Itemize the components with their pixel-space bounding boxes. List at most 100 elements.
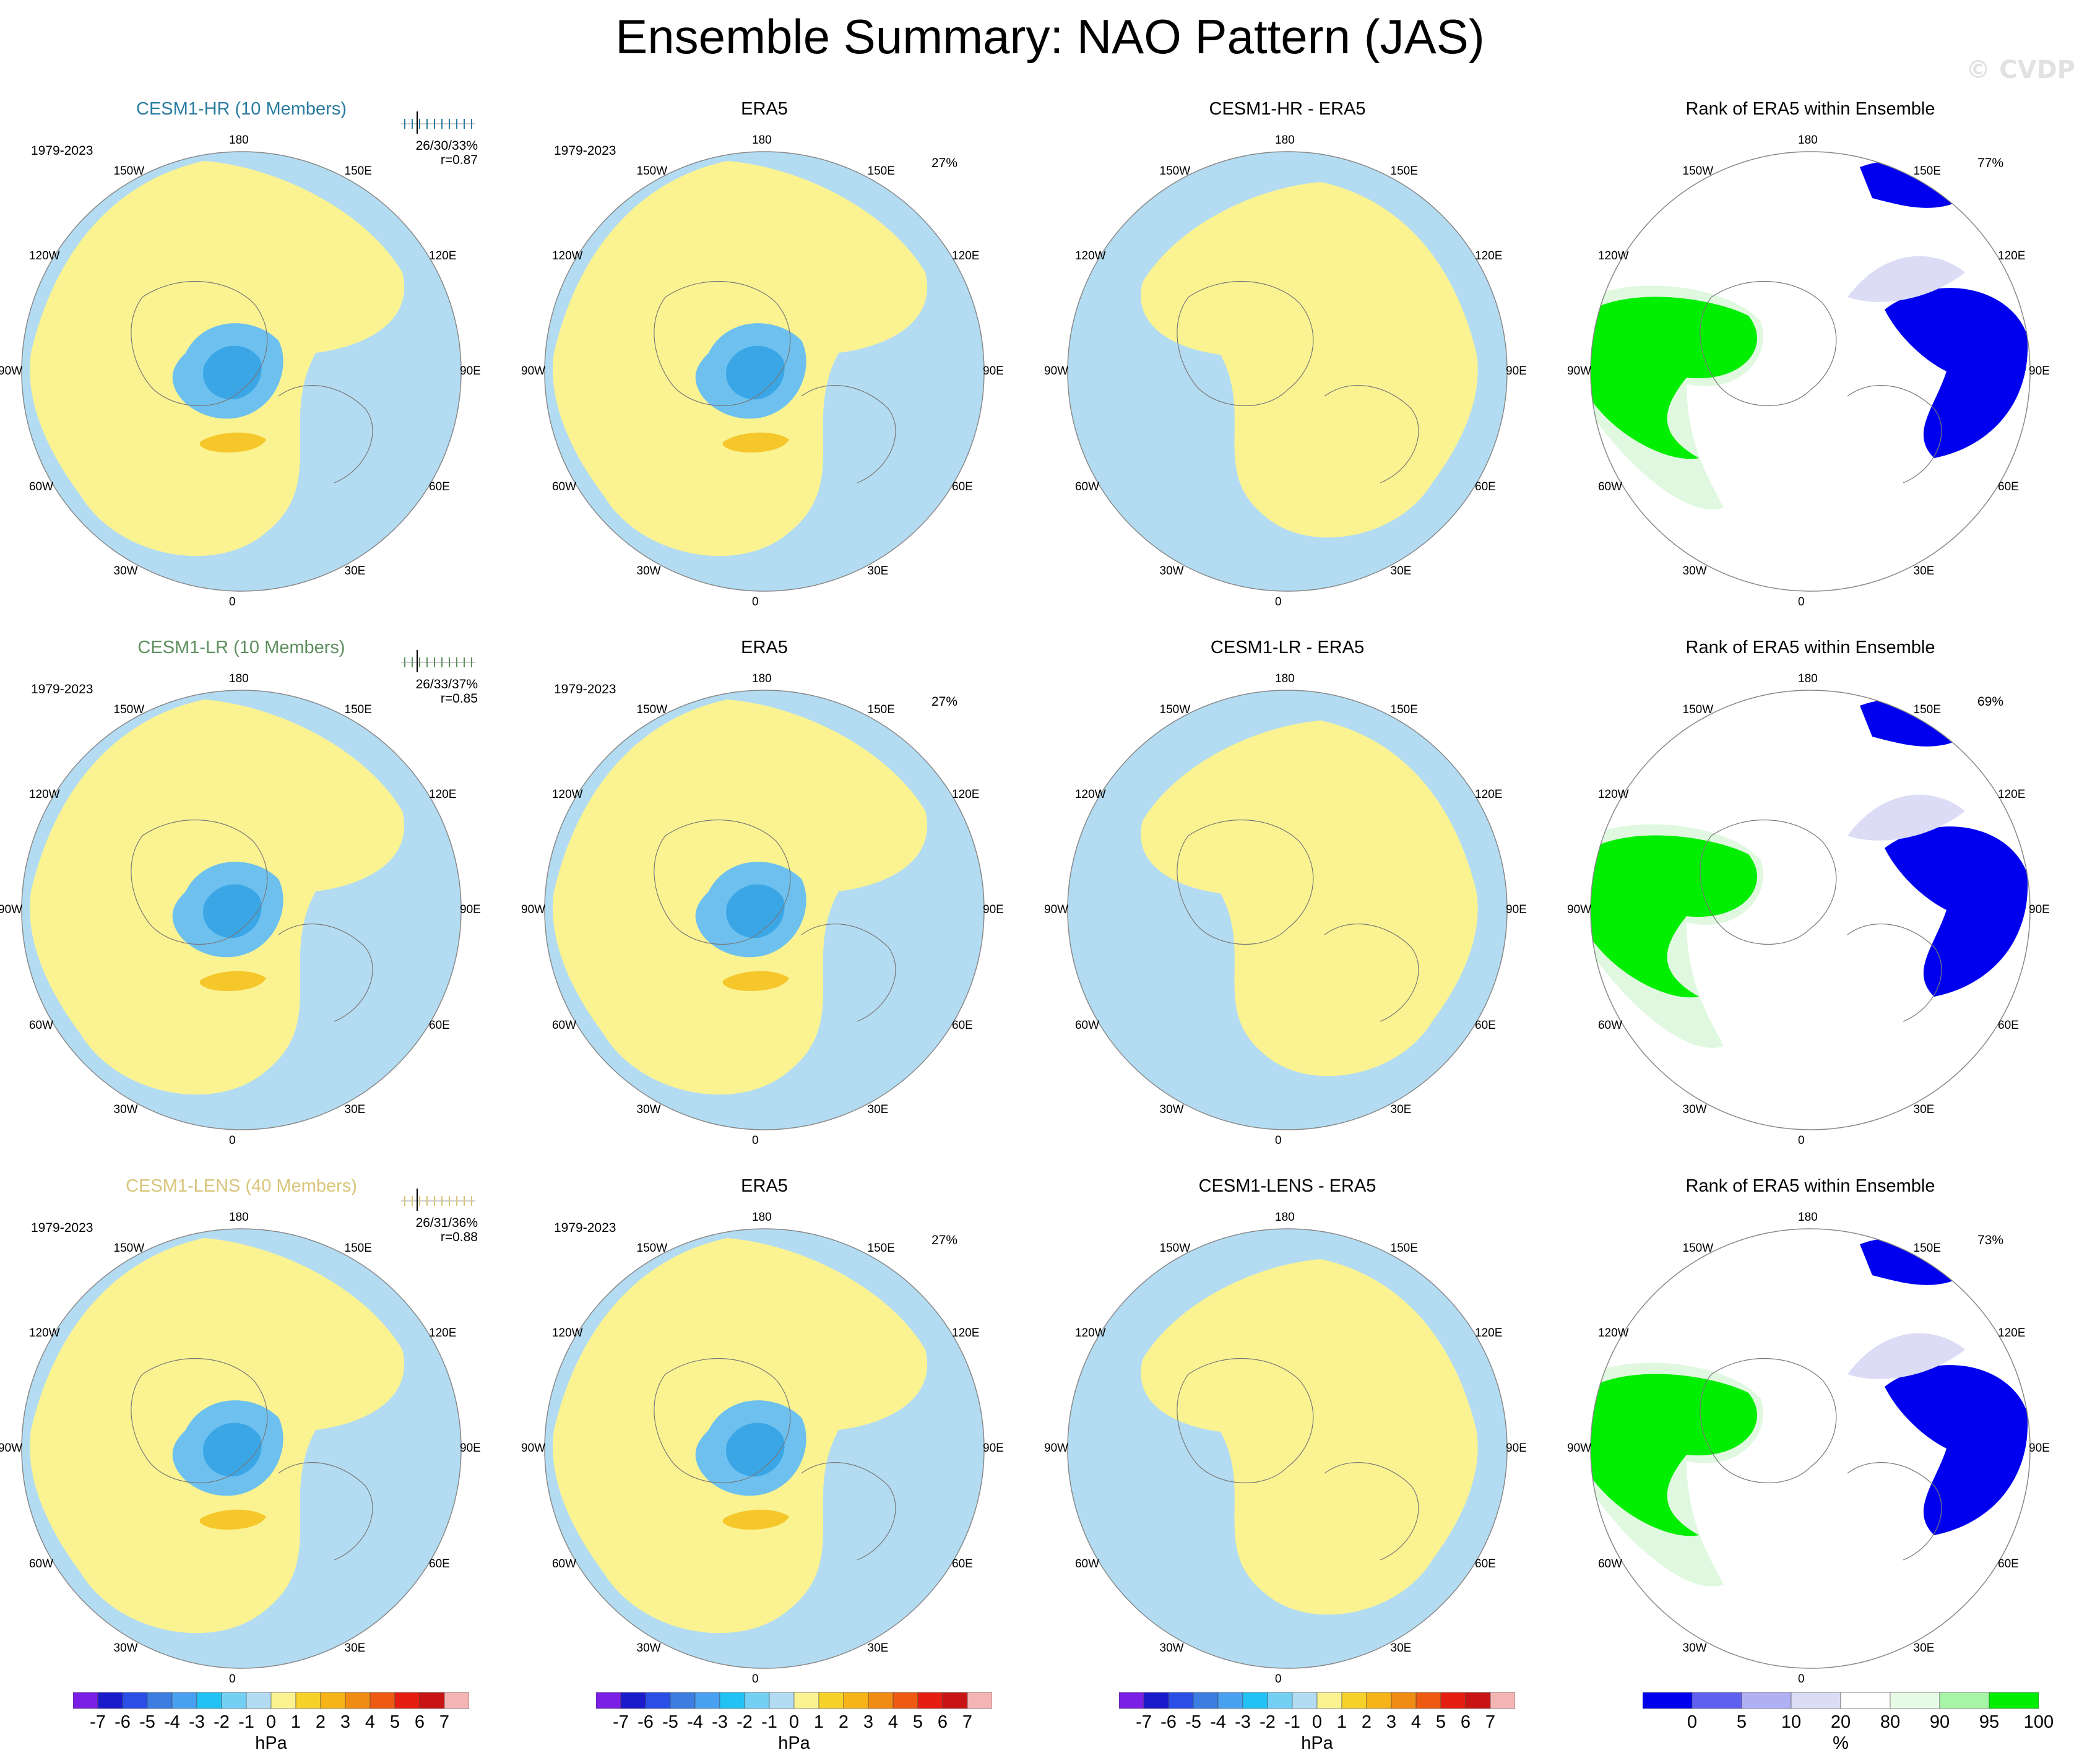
lon-label: 90E [1506, 365, 1527, 378]
colorbar-tick-label: -3 [1235, 1712, 1251, 1732]
map-boundary [21, 1228, 462, 1669]
colorbar-swatch [122, 1692, 148, 1709]
colorbar-tick-label: 5 [1736, 1712, 1747, 1732]
colorbar-tick-label: 7 [1485, 1712, 1496, 1732]
lon-label: 30E [1390, 565, 1412, 578]
colorbar-swatch [1267, 1692, 1293, 1709]
map-boundary [544, 1228, 985, 1669]
rank-panel: 180 150E 120E 90E 60E 30E 0 30W 60W 90W 120W 150W Ra… [1567, 99, 2052, 631]
lon-label: 30W [636, 1103, 661, 1117]
panel-title: ERA5 [741, 1176, 788, 1196]
lon-label: 60E [1475, 1557, 1496, 1570]
lon-label: 30E [1913, 1642, 1935, 1655]
lon-label: 30E [867, 565, 889, 578]
lon-label: 180 [1275, 134, 1295, 147]
lon-label: 90W [521, 365, 546, 378]
lon-label: 90E [1506, 1442, 1527, 1455]
colorbar-tick-label: -5 [1185, 1712, 1201, 1732]
lon-label: 90E [983, 365, 1004, 378]
lon-label: 90W [0, 365, 23, 378]
colorbar-swatch [171, 1692, 197, 1709]
coastline [278, 384, 373, 483]
colorbar-tick-label: 0 [1311, 1712, 1323, 1732]
lon-label: 120E [1998, 249, 2026, 262]
polar-map [1590, 151, 2031, 592]
colorbar-swatch [369, 1692, 395, 1709]
colorbar-tick-label: 0 [1687, 1712, 1698, 1732]
colorbar-tick-label: 1 [1336, 1712, 1347, 1732]
lon-label: 180 [752, 672, 772, 685]
colorbar-tick-label: 0 [789, 1712, 800, 1732]
positive-anomaly-region [1141, 721, 1478, 1076]
colorbar-tick-label: -2 [214, 1712, 230, 1732]
colorbar-swatch [345, 1692, 371, 1709]
positive-anomaly-core [722, 1509, 789, 1530]
colorbar-swatch [967, 1692, 993, 1709]
negative-anomaly-inner [726, 884, 785, 938]
colorbar-tick-label: 0 [266, 1712, 277, 1732]
colorbar-tick-label: 6 [937, 1712, 948, 1732]
colorbar-tick-label: 3 [340, 1712, 351, 1732]
colorbar-tick-label: -3 [712, 1712, 728, 1732]
lon-label: 90E [460, 1442, 481, 1455]
colorbar-swatch [645, 1692, 671, 1709]
lon-label: 60E [1475, 1018, 1496, 1032]
explained-variance: 27% [931, 1233, 958, 1247]
colorbar-swatch [419, 1692, 445, 1709]
explained-variance: 77% [1977, 156, 2004, 170]
colorbar-swatch [320, 1692, 346, 1709]
lon-label: 150E [344, 703, 372, 716]
colorbar-swatch [1692, 1692, 1742, 1709]
positive-anomaly-core [199, 971, 266, 991]
colorbar-tick-label: 2 [1361, 1712, 1372, 1732]
stats-pct: 26/30/33% [415, 139, 478, 153]
colorbar-tick-label: 10 [1781, 1712, 1802, 1732]
colorbar-tick-label: 4 [365, 1712, 376, 1732]
rank-blue-region [1885, 826, 2028, 997]
lon-label: 30W [636, 565, 661, 578]
lon-label: 0 [1798, 596, 1805, 609]
colorbar-tick-label: 20 [1830, 1712, 1851, 1732]
lon-label: 60W [1074, 1018, 1100, 1032]
stats-r: r=0.88 [440, 1230, 478, 1244]
lon-label: 90E [460, 903, 481, 916]
lon-label: 150E [867, 164, 895, 178]
polar-map [1067, 690, 1508, 1130]
colorbar-swatch [694, 1692, 720, 1709]
panel-title: Rank of ERA5 within Ensemble [1685, 99, 1935, 119]
stats-pct: 26/31/36% [415, 1216, 478, 1230]
coastline [131, 281, 268, 407]
lon-label: 0 [1798, 1673, 1805, 1686]
colorbar-swatch [221, 1692, 247, 1709]
negative-anomaly-inner [726, 345, 785, 400]
colorbar-tick-label: -6 [1160, 1712, 1177, 1732]
lon-label: 0 [1275, 1673, 1282, 1686]
lon-label: 150E [1390, 164, 1418, 178]
lon-label: 180 [1275, 1211, 1295, 1224]
period-label: 1979-2023 [31, 1221, 93, 1235]
lon-label: 30E [1390, 1103, 1412, 1117]
polar-map [1590, 1228, 2031, 1669]
coastline [278, 1462, 373, 1561]
polar-map [544, 1228, 985, 1669]
lon-label: 150E [344, 164, 372, 178]
colorbar-tick-label: -5 [139, 1712, 155, 1732]
polar-map [21, 690, 462, 1130]
colorbar-swatch [444, 1692, 470, 1709]
coastline [131, 820, 268, 945]
ensemble-stats: 26/30/33% r=0.87 [379, 139, 478, 167]
lon-label: 180 [1798, 1211, 1818, 1224]
lon-label: 30E [344, 565, 366, 578]
colorbar-tick-label: 2 [315, 1712, 326, 1732]
positive-anomaly-region [1141, 182, 1478, 538]
coastline [654, 281, 791, 407]
colorbar-swatch [942, 1692, 968, 1709]
lon-label: 0 [752, 596, 759, 609]
map-boundary [544, 690, 985, 1130]
lon-label: 30W [1682, 565, 1707, 578]
colorbar-tick-label: 90 [1929, 1712, 1950, 1732]
obs-panel: 180 150E 120E 90E 60E 30E 0 30W 60W 90W 120W 150W ER… [521, 638, 1006, 1170]
coastline [1847, 923, 1942, 1022]
figure-title: Ensemble Summary: NAO Pattern (JAS) [615, 9, 1485, 64]
lon-label: 90W [0, 1442, 23, 1455]
